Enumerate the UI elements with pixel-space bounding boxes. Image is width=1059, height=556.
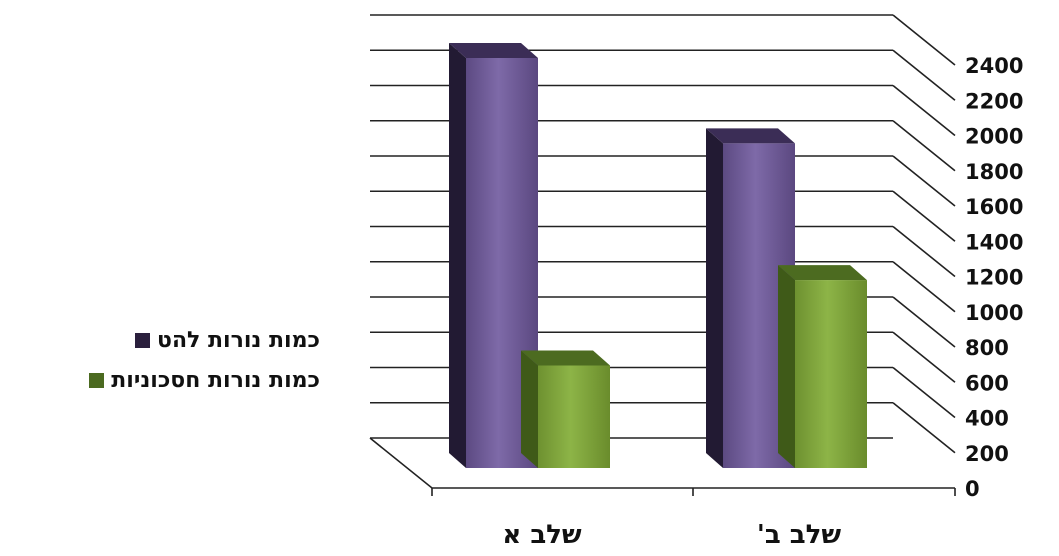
side-grid-line (892, 190, 956, 242)
y-tick-label: 2400 (965, 54, 1023, 78)
y-tick-label: 1000 (965, 301, 1023, 325)
y-tick-label: 2000 (965, 125, 1023, 149)
legend-swatch-energy-saving (89, 372, 105, 388)
side-grid-line (892, 225, 956, 278)
bar-top (449, 43, 538, 58)
y-tick-label: 2200 (965, 89, 1023, 113)
legend: כמות נורות להט כמות נורות חסכוניות (8, 320, 320, 400)
y-tick-label: 1600 (965, 195, 1023, 219)
bar-side (521, 350, 538, 468)
legend-swatch-incandescent (135, 332, 150, 348)
bar-top (706, 128, 795, 144)
side-grid-line (892, 84, 956, 137)
bar-top (521, 350, 610, 366)
side-grid-line (892, 331, 956, 383)
y-tick-label: 1400 (965, 230, 1023, 254)
bar-side (449, 43, 466, 468)
y-tick-label: 600 (965, 371, 1009, 395)
side-grid-line (892, 14, 956, 66)
bar-top (778, 265, 867, 281)
x-tick-label: שלב א (502, 520, 582, 550)
bar-side (778, 265, 795, 468)
y-tick-label: 400 (965, 407, 1009, 431)
bar (538, 365, 610, 468)
legend-item-energy-saving: כמות נורות חסכוניות (8, 360, 320, 400)
side-grid-line (892, 296, 956, 348)
legend-label-energy-saving: כמות נורות חסכוניות (111, 367, 320, 393)
side-grid-line (892, 155, 956, 207)
y-tick-label: 800 (965, 336, 1009, 360)
y-tick-label: 200 (965, 442, 1009, 466)
side-grid-line (892, 49, 956, 101)
y-tick-label: 1200 (965, 266, 1023, 290)
side-grid-line (892, 120, 956, 172)
y-tick-label: 0 (965, 477, 980, 501)
bar (795, 280, 867, 468)
legend-label-incandescent: כמות נורות להט (157, 327, 320, 353)
y-tick-label: 1800 (965, 160, 1023, 184)
side-grid-line (892, 402, 956, 454)
x-tick-label: שלב ב' (757, 520, 841, 550)
legend-item-incandescent: כמות נורות להט (8, 320, 320, 360)
bar-side (706, 128, 723, 468)
side-grid-line (892, 261, 956, 313)
side-grid-line (892, 366, 956, 419)
